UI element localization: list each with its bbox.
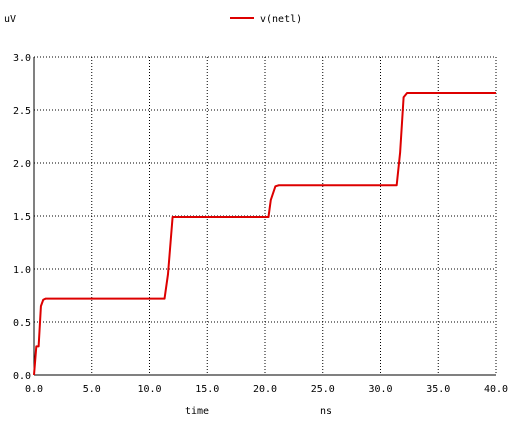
legend-label: v(netl): [260, 14, 302, 25]
series-layer: [33, 92, 496, 376]
axes: [33, 56, 497, 376]
y-tick-label: 0.5: [13, 318, 31, 329]
x-tick-label: 10.0: [137, 384, 161, 395]
x-axis-label: time: [185, 406, 209, 417]
x-tick-label: 5.0: [83, 384, 101, 395]
x-tick-label: 15.0: [195, 384, 219, 395]
y-tick-label: 1.5: [13, 212, 31, 223]
x-unit-label: ns: [320, 406, 332, 417]
x-tick-label: 0.0: [25, 384, 43, 395]
series-line: [33, 92, 496, 376]
y-tick-label: 3.0: [13, 53, 31, 64]
x-tick-label: 25.0: [311, 384, 335, 395]
x-tick-label: 30.0: [368, 384, 392, 395]
y-tick-labels: 0.0 0.5 1.0 1.5 2.0 2.5 3.0: [13, 53, 31, 382]
y-tick-label: 1.0: [13, 265, 31, 276]
legend: v(netl): [230, 14, 302, 25]
x-tick-label: 20.0: [253, 384, 277, 395]
y-tick-label: 2.0: [13, 159, 31, 170]
y-tick-label: 0.0: [13, 371, 31, 382]
x-tick-labels: 0.0 5.0 10.0 15.0 20.0 25.0 30.0 35.0 40.0: [25, 384, 508, 395]
x-tick-label: 40.0: [484, 384, 508, 395]
y-unit-label: uV: [4, 14, 16, 25]
y-tick-label: 2.5: [13, 106, 31, 117]
x-tick-label: 35.0: [426, 384, 450, 395]
grid: [34, 57, 496, 375]
